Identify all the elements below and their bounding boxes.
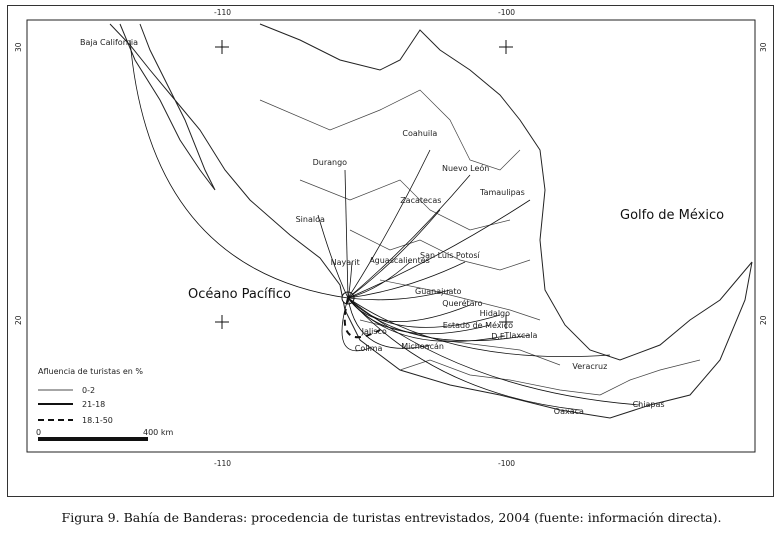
graticule-crosses — [215, 40, 513, 329]
state-label: Tamaulipas — [479, 188, 525, 197]
state-label: Nayarit — [331, 258, 360, 267]
legend-label-1: 21-18 — [82, 400, 105, 409]
state-label: Veracruz — [572, 362, 607, 371]
scale-bar — [38, 437, 148, 441]
state-label: Nuevo León — [442, 163, 489, 173]
lon-label-bottom-east: -100 — [498, 459, 515, 468]
graticule-cross — [499, 40, 513, 54]
state-label: Hidalgo — [480, 309, 511, 318]
mexico-coastline — [109, 23, 753, 419]
scale-end: 400 km — [143, 428, 173, 437]
flow-line-19 — [347, 297, 611, 357]
flow-line-6 — [347, 209, 441, 299]
state-label: D.F. — [491, 332, 506, 341]
flow-line-5 — [347, 199, 531, 299]
scale-start: 0 — [36, 428, 41, 437]
state-label: Querétaro — [442, 298, 482, 308]
state-label: Tlaxcala — [503, 331, 537, 340]
legend-label-0: 0-2 — [82, 386, 95, 395]
state-label: Oaxaca — [554, 407, 584, 416]
flow-line-10 — [347, 289, 451, 301]
flow-line-21 — [347, 297, 641, 406]
flow-lines — [129, 39, 641, 411]
state-label: Colima — [355, 344, 383, 353]
graticule-cross — [499, 315, 513, 329]
state-label: Aguascalientes — [369, 256, 430, 265]
state-label: Chiapas — [633, 400, 665, 409]
state-label: Coahuila — [402, 129, 437, 138]
state-label: San Luis Potosí — [420, 251, 481, 260]
flow-line-16 — [343, 297, 381, 339]
graticule-cross — [215, 315, 229, 329]
figure-frame — [7, 5, 774, 497]
state-labels: Baja California Sinaloa Durango Coahuila Nue… — [80, 38, 665, 416]
flow-line-20 — [347, 297, 581, 411]
state-label: Estado de México — [443, 320, 513, 330]
state-borders — [259, 89, 701, 396]
lat-label-left-south: 20 — [14, 315, 23, 325]
lat-label-right-south: 20 — [759, 315, 768, 325]
flow-line-8 — [347, 261, 411, 299]
state-label: Sinaloa — [296, 215, 325, 224]
legend: Afluencia de turistas en % 0-2 21-18 18.… — [36, 367, 173, 441]
flow-line-4 — [347, 174, 471, 299]
flow-line-7 — [347, 261, 353, 299]
lat-label-right-north: 30 — [759, 42, 768, 52]
lon-label-top-east: -100 — [498, 8, 515, 17]
flow-line-2 — [344, 169, 349, 299]
state-label: Guanajuato — [415, 287, 461, 296]
graticule-cross — [215, 40, 229, 54]
flow-line-17 — [341, 297, 371, 352]
flow-line-18 — [347, 297, 431, 349]
lat-label-left-north: 30 — [14, 42, 23, 52]
legend-label-2: 18.1-50 — [82, 416, 113, 425]
state-label: Durango — [313, 158, 348, 167]
legend-title: Afluencia de turistas en % — [38, 367, 143, 376]
lon-label-top-west: -110 — [214, 8, 231, 17]
flow-line-9 — [347, 261, 466, 299]
flow-line-0 — [129, 39, 349, 299]
flow-line-1 — [317, 214, 349, 299]
lon-label-bottom-west: -110 — [214, 459, 231, 468]
state-label: Jalisco — [361, 327, 387, 336]
map-frame — [26, 19, 756, 453]
gulf-of-mexico-label: Golfo de México — [620, 208, 724, 223]
flow-line-15 — [347, 297, 531, 342]
flow-line-3 — [347, 149, 431, 299]
state-label: Baja California — [80, 38, 138, 47]
state-label: Zacatecas — [400, 196, 441, 205]
figure-caption: Figura 9. Bahía de Banderas: procedencia… — [61, 510, 722, 525]
pacific-ocean-label: Océano Pacífico — [188, 287, 291, 302]
state-label: Michoacán — [401, 342, 444, 351]
